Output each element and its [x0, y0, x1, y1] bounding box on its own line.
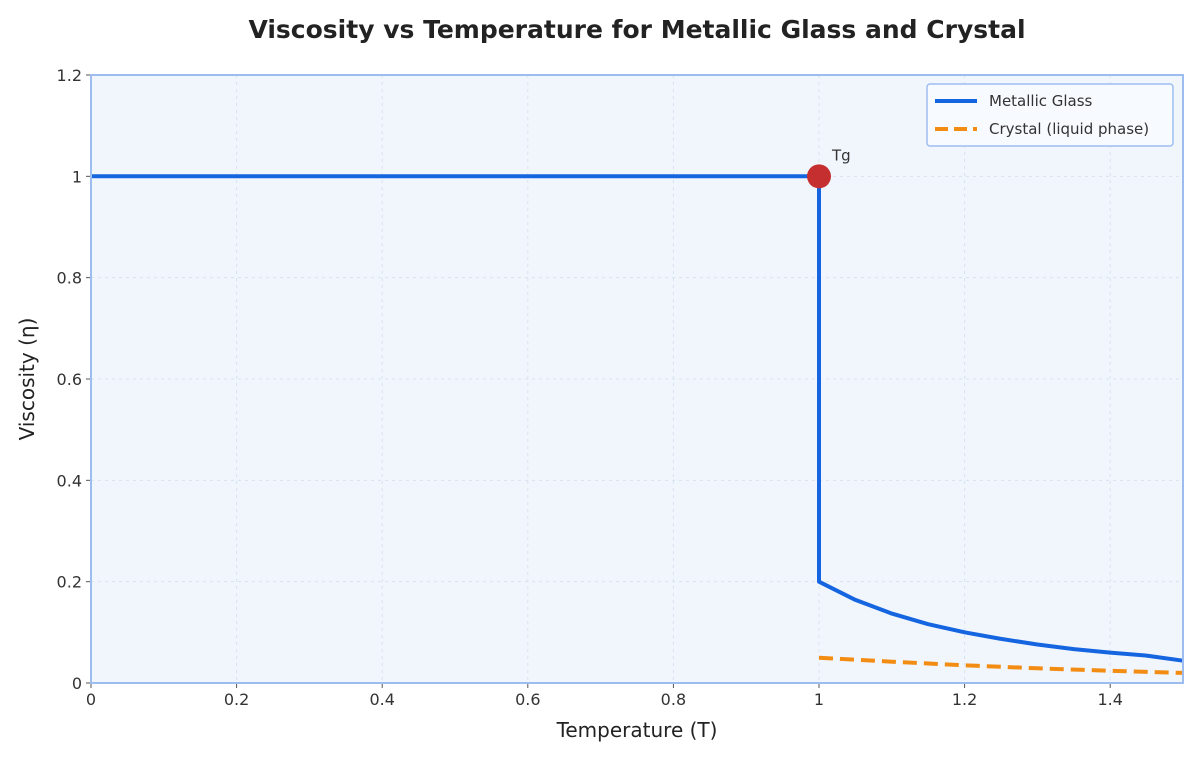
chart-title: Viscosity vs Temperature for Metallic Gl…	[248, 15, 1025, 44]
y-tick-label: 1.2	[57, 66, 82, 85]
y-tick-label: 1	[72, 167, 82, 186]
y-tick-label: 0.4	[57, 471, 82, 490]
x-tick-label: 0.2	[224, 690, 249, 709]
axis-ticks: 0 0.2 0.4 0.6 0.8 1 1.2 1.4 0 0.2 0.4 0.6 0.8 1 1.2	[57, 66, 1123, 709]
series-layer	[91, 174, 1184, 675]
x-tick-label: 1.2	[952, 690, 977, 709]
series-line	[818, 655, 1184, 675]
x-tick-label: 0	[86, 690, 96, 709]
x-tick-label: 0.8	[661, 690, 686, 709]
legend-label: Metallic Glass	[989, 92, 1093, 110]
plot-frame	[90, 74, 1184, 684]
tg-marker	[807, 164, 831, 189]
y-axis-label: Viscosity (η)	[15, 318, 39, 441]
annotations: Tg	[807, 146, 851, 189]
x-tick-label: 0.6	[515, 690, 540, 709]
legend-label: Crystal (liquid phase)	[989, 120, 1149, 138]
y-tick-label: 0	[72, 674, 82, 693]
series-line	[91, 174, 1184, 663]
x-tick-label: 1	[814, 690, 824, 709]
legend-box	[926, 83, 1174, 147]
y-tick-label: 0.6	[57, 370, 82, 389]
tg-label: Tg	[831, 146, 851, 164]
x-tick-label: 1.4	[1097, 690, 1122, 709]
y-tick-label: 0.2	[57, 573, 82, 592]
legend: Metallic Glass Crystal (liquid phase)	[926, 83, 1174, 147]
x-axis-label: Temperature (T)	[556, 718, 718, 742]
y-tick-label: 0.8	[57, 269, 82, 288]
x-tick-label: 0.4	[369, 690, 394, 709]
